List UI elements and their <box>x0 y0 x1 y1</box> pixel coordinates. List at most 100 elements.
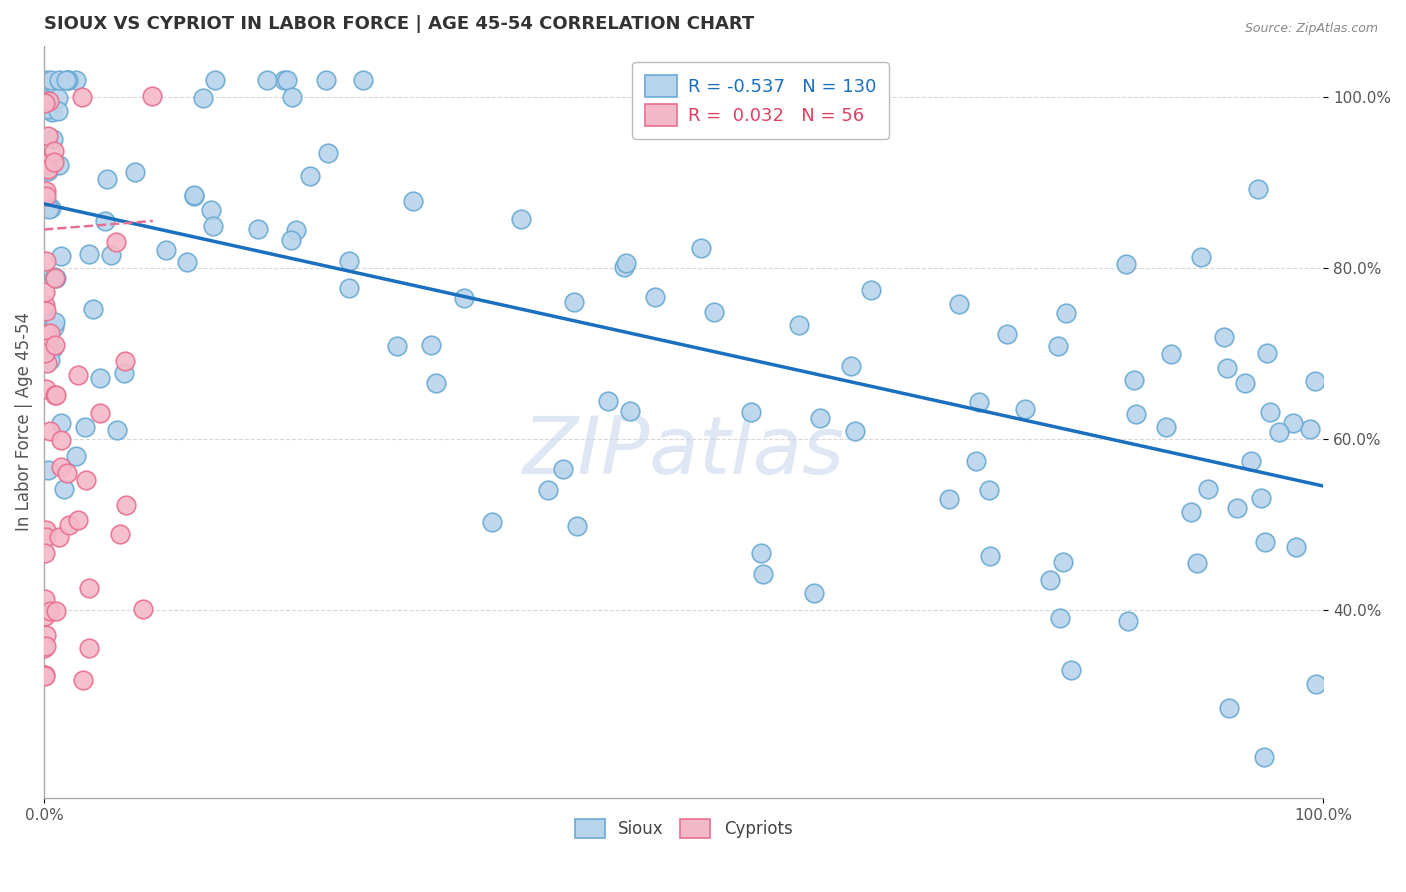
Point <box>1303 375 1326 389</box>
Point <box>34 298 56 312</box>
Point <box>45 271 67 285</box>
Point <box>280 233 302 247</box>
Point <box>37 356 59 370</box>
Point <box>965 454 987 468</box>
Point <box>37 161 59 176</box>
Point <box>285 223 308 237</box>
Point <box>100 248 122 262</box>
Point <box>613 260 636 275</box>
Y-axis label: In Labor Force | Age 45-54: In Labor Force | Age 45-54 <box>15 312 32 532</box>
Point <box>616 256 638 270</box>
Point <box>42 270 65 285</box>
Point <box>72 89 94 103</box>
Point <box>34 668 56 682</box>
Point <box>44 319 66 334</box>
Point <box>94 214 117 228</box>
Point <box>34 668 56 682</box>
Point <box>42 341 65 355</box>
Point <box>34 346 56 360</box>
Point <box>37 102 59 116</box>
Point <box>740 405 762 419</box>
Point <box>67 368 90 383</box>
Point <box>551 462 574 476</box>
Point <box>1054 306 1077 320</box>
Point <box>689 241 711 255</box>
Point <box>38 424 60 438</box>
Point <box>44 388 66 402</box>
Point <box>65 73 87 87</box>
Point <box>1233 376 1256 390</box>
Point <box>65 449 87 463</box>
Point <box>34 382 56 396</box>
Point <box>562 295 585 310</box>
Point <box>1154 419 1177 434</box>
Point <box>938 492 960 507</box>
Point <box>1185 556 1208 570</box>
Point <box>749 546 772 560</box>
Point <box>34 285 56 299</box>
Point <box>124 165 146 179</box>
Point <box>112 366 135 380</box>
Point <box>402 194 425 208</box>
Point <box>1268 425 1291 440</box>
Point <box>73 419 96 434</box>
Point <box>51 416 73 430</box>
Point <box>114 354 136 368</box>
Point <box>34 608 56 623</box>
Point <box>42 132 65 146</box>
Point <box>1052 555 1074 569</box>
Point <box>337 254 360 268</box>
Point <box>1256 346 1278 360</box>
Point <box>37 463 59 477</box>
Point <box>34 628 56 642</box>
Point <box>200 202 222 217</box>
Point <box>703 305 725 319</box>
Text: ZIPatlas: ZIPatlas <box>523 413 845 491</box>
Point <box>58 73 80 87</box>
Point <box>34 591 56 606</box>
Point <box>45 388 67 402</box>
Point <box>114 498 136 512</box>
Point <box>44 338 66 352</box>
Point <box>1250 491 1272 505</box>
Point <box>1116 615 1139 629</box>
Point <box>204 73 226 87</box>
Point <box>96 172 118 186</box>
Point <box>191 91 214 105</box>
Point <box>42 154 65 169</box>
Point <box>202 219 225 233</box>
Point <box>1046 339 1069 353</box>
Point <box>1253 535 1275 549</box>
Point <box>49 459 72 474</box>
Point <box>352 73 374 87</box>
Point <box>44 315 66 329</box>
Point <box>67 513 90 527</box>
Point <box>89 370 111 384</box>
Point <box>453 291 475 305</box>
Point <box>789 318 811 332</box>
Point <box>644 290 666 304</box>
Point <box>35 524 58 538</box>
Point <box>39 201 62 215</box>
Point <box>1160 347 1182 361</box>
Point <box>977 483 1000 497</box>
Point <box>1298 422 1320 436</box>
Point <box>132 602 155 616</box>
Point <box>35 253 58 268</box>
Legend: Sioux, Cypriots: Sioux, Cypriots <box>567 810 801 847</box>
Point <box>35 341 58 355</box>
Point <box>37 164 59 178</box>
Point <box>1039 573 1062 587</box>
Point <box>48 91 70 105</box>
Point <box>995 326 1018 341</box>
Point <box>82 301 104 316</box>
Point <box>1115 257 1137 271</box>
Point <box>1226 501 1249 516</box>
Point <box>35 184 58 198</box>
Point <box>808 410 831 425</box>
Point <box>1215 361 1237 376</box>
Point <box>39 326 62 340</box>
Point <box>53 483 76 497</box>
Point <box>75 473 97 487</box>
Point <box>37 93 59 107</box>
